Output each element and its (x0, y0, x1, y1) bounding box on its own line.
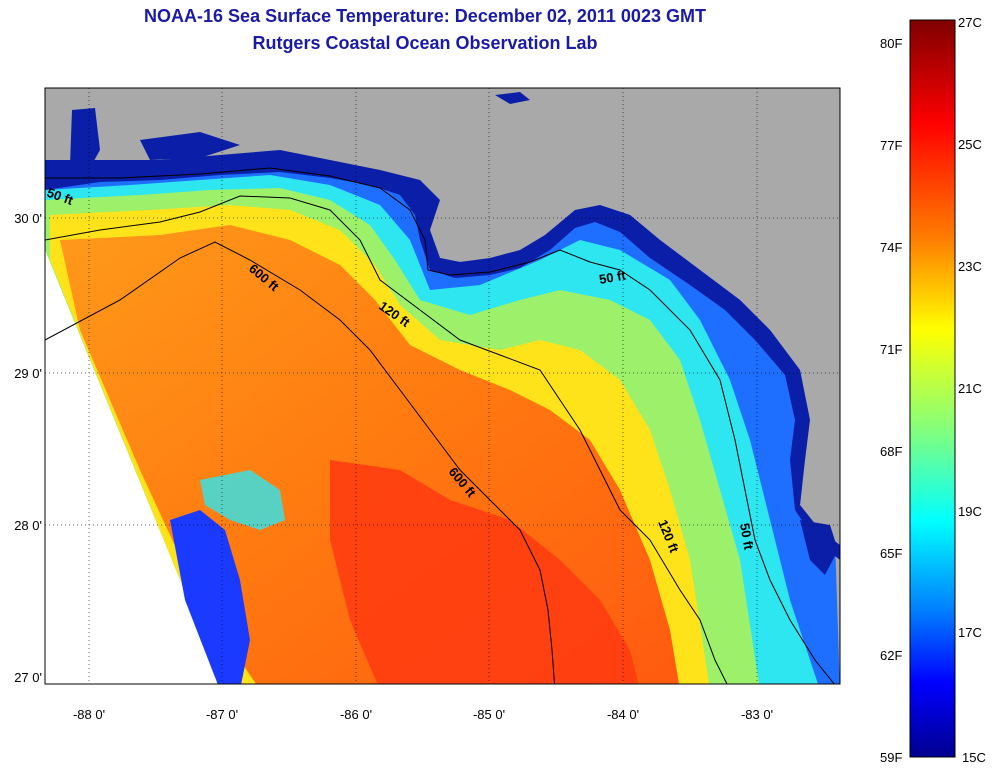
tampa-bay (800, 520, 838, 575)
lat-label-29: 29 0' (14, 366, 42, 381)
panhandle-land (45, 88, 440, 200)
lat-label-27: 27 0' (14, 670, 42, 685)
cool-eddy (170, 510, 250, 684)
lon-label-83: -83 0' (741, 707, 773, 722)
lon-label-87: -87 0' (206, 707, 238, 722)
contour-50ft (45, 167, 835, 684)
mobile-bay (70, 108, 100, 168)
cool-eddy-edge (200, 470, 285, 530)
title-line-2: Rutgers Coastal Ocean Observation Lab (252, 33, 598, 53)
florida-land (430, 88, 840, 545)
title-line-1: NOAA-16 Sea Surface Temperature: Decembe… (144, 6, 706, 26)
contour-600ft (45, 241, 556, 684)
lon-label-88: -88 0' (73, 707, 105, 722)
ocean-red-core (330, 460, 639, 684)
lon-label-84: -84 0' (607, 707, 639, 722)
plot-frame (44, 87, 841, 685)
pensacola-bay (140, 132, 240, 160)
lat-label-30: 30 0' (14, 211, 42, 226)
lat-label-28: 28 0' (14, 518, 42, 533)
contour-label-50ft-bigbend: 50 ft (598, 267, 628, 287)
lake-seminole (495, 92, 530, 104)
contour-label-50ft-south: 50 ft (737, 522, 757, 552)
lon-label-86: -86 0' (340, 707, 372, 722)
lon-label-85: -85 0' (473, 707, 505, 722)
no-data-area (45, 88, 223, 684)
contour-120ft (45, 195, 728, 684)
